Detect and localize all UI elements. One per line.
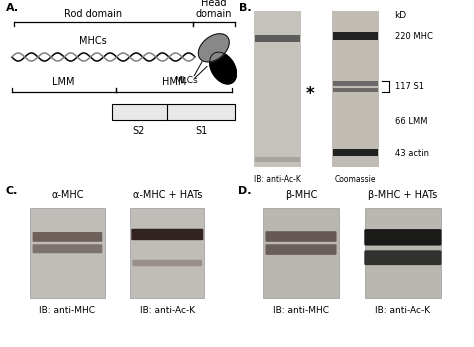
Text: IB: anti-Ac-K: IB: anti-Ac-K — [375, 306, 430, 315]
Text: IB: anti-MHC: IB: anti-MHC — [39, 306, 95, 315]
Polygon shape — [210, 52, 237, 84]
Text: C.: C. — [6, 186, 18, 196]
Bar — [255, 35, 300, 42]
Text: IB: anti-Ac-K: IB: anti-Ac-K — [254, 175, 301, 184]
Bar — [255, 157, 300, 162]
FancyBboxPatch shape — [364, 229, 442, 246]
Text: β-MHC: β-MHC — [285, 191, 317, 201]
Text: S2: S2 — [132, 126, 145, 136]
Text: IB: anti-MHC: IB: anti-MHC — [273, 306, 329, 315]
Bar — [333, 88, 378, 92]
Text: MHCs: MHCs — [79, 36, 107, 46]
Bar — [263, 208, 339, 298]
Text: α-MHC: α-MHC — [51, 191, 84, 201]
FancyBboxPatch shape — [132, 260, 202, 266]
Text: D.: D. — [238, 186, 252, 196]
FancyBboxPatch shape — [33, 232, 102, 242]
Bar — [333, 32, 378, 41]
FancyBboxPatch shape — [265, 244, 337, 255]
FancyBboxPatch shape — [364, 250, 442, 265]
Text: 117 S1: 117 S1 — [394, 82, 424, 91]
Text: HMM: HMM — [162, 77, 186, 87]
Bar — [254, 11, 301, 167]
Bar — [130, 208, 204, 298]
Text: 220 MHC: 220 MHC — [394, 32, 432, 41]
Bar — [111, 104, 235, 119]
Text: Rod domain: Rod domain — [64, 9, 122, 19]
Text: 66 LMM: 66 LMM — [394, 117, 427, 126]
Text: B.: B. — [239, 3, 252, 13]
Bar — [365, 208, 441, 298]
Text: Head
domain: Head domain — [195, 0, 232, 19]
Text: MLCs: MLCs — [174, 76, 198, 85]
Bar — [332, 11, 379, 167]
Text: A.: A. — [6, 3, 19, 13]
Text: LMM: LMM — [52, 77, 74, 87]
Text: 43 actin: 43 actin — [394, 149, 428, 158]
Bar — [333, 149, 378, 156]
Text: *: * — [306, 85, 314, 103]
Bar — [333, 82, 378, 85]
Text: α-MHC + HATs: α-MHC + HATs — [133, 191, 202, 201]
FancyBboxPatch shape — [131, 229, 203, 240]
Polygon shape — [198, 34, 229, 62]
FancyBboxPatch shape — [265, 231, 337, 242]
Text: IB: anti-Ac-K: IB: anti-Ac-K — [140, 306, 195, 315]
Bar — [30, 208, 105, 298]
Text: β-MHC + HATs: β-MHC + HATs — [368, 191, 438, 201]
Text: kD: kD — [394, 11, 407, 20]
Text: S1: S1 — [195, 126, 208, 136]
FancyBboxPatch shape — [33, 244, 102, 253]
Text: Coomassie: Coomassie — [335, 175, 376, 184]
